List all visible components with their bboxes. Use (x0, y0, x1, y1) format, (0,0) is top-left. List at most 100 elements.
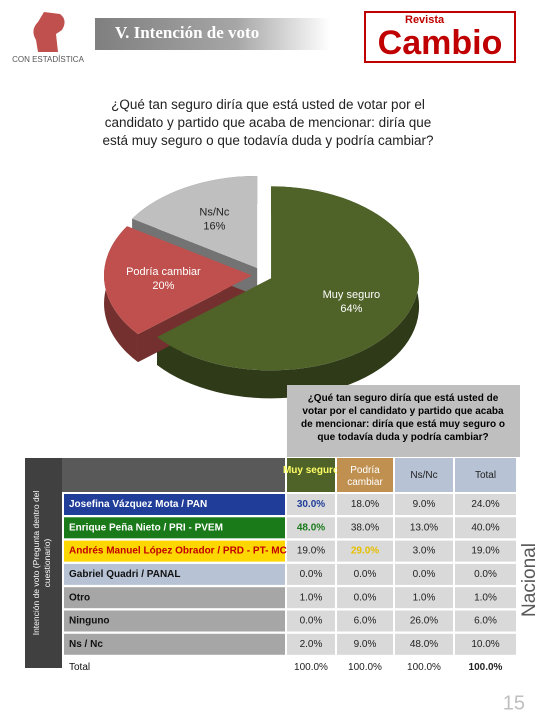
data-cell (455, 540, 516, 562)
slice-label: Muy seguro (323, 289, 380, 301)
cell-value: 40.0% (471, 522, 499, 533)
slice (157, 186, 420, 371)
data-cell (395, 633, 453, 655)
pie-chart: ¿Qué tan seguro diría que está usted de … (103, 97, 434, 399)
row-label: Gabriel Quadri / PANAL (69, 569, 181, 580)
cell-value: 19.0% (297, 546, 325, 557)
data-cell (395, 563, 453, 585)
data-cell (287, 633, 335, 655)
row-label: Enrique Peña Nieto / PRI - PVEM (69, 522, 223, 533)
row-label-cell (64, 633, 285, 655)
scope-label: Nacional (519, 543, 540, 617)
cell-value: 48.0% (297, 522, 325, 533)
row-label-cell (64, 563, 285, 585)
slice-value: 20% (152, 280, 174, 292)
data-cell (395, 494, 453, 515)
row-label-cell (64, 657, 285, 679)
row-label-cell (64, 494, 285, 515)
slice (132, 175, 258, 268)
header-cell (395, 458, 453, 492)
brand-box (364, 11, 516, 63)
cell-value: 10.0% (471, 639, 499, 650)
data-cell (455, 517, 516, 539)
slice (104, 226, 253, 335)
slice-side (157, 186, 420, 399)
data-cell (337, 633, 393, 655)
data-cell (287, 494, 335, 515)
data-cell (455, 610, 516, 632)
cell-value: 18.0% (351, 499, 379, 510)
header-cell (337, 458, 393, 492)
logo-icon (33, 12, 65, 52)
cell-value: 0.0% (354, 592, 377, 603)
cell-value: 100.0% (407, 662, 441, 673)
chart-title: ¿Qué tan seguro diría que está usted de … (103, 97, 434, 148)
data-cell (337, 563, 393, 585)
cell-value: 0.0% (474, 569, 497, 580)
data-cell (395, 540, 453, 562)
cell-value: 100.0% (348, 662, 382, 673)
cell-value: 1.0% (474, 592, 497, 603)
header-cell (455, 458, 516, 492)
row-label: Ns / Nc (69, 639, 103, 650)
data-cell (287, 587, 335, 609)
cell-value: 9.0% (413, 499, 436, 510)
logo-text: CON ESTADÍSTICA (12, 55, 85, 64)
cell-value: 48.0% (410, 639, 438, 650)
data-cell (395, 610, 453, 632)
table: ¿Qué tan seguro diría que está usted de v… (25, 385, 520, 679)
row-label-cell (64, 540, 285, 562)
cell-value: 1.0% (300, 592, 323, 603)
cell-value: 30.0% (297, 499, 325, 510)
cell-value: 1.0% (413, 592, 436, 603)
slice-value: 16% (203, 221, 225, 233)
data-cell (395, 587, 453, 609)
page-title: V. Intención de voto (115, 23, 259, 42)
header-label: Podría cambiar (347, 465, 383, 488)
data-cell (337, 540, 393, 562)
data-cell (287, 540, 335, 562)
data-cell (287, 610, 335, 632)
cell-value: 0.0% (354, 569, 377, 580)
side-label: Intención de voto (Pregunta dentro delcu… (31, 491, 52, 636)
row-label-cell (64, 587, 285, 609)
slice-label: Podría cambiar (126, 266, 201, 278)
side-bar (25, 458, 62, 668)
cell-value: 6.0% (474, 616, 497, 627)
cell-value: 19.0% (471, 546, 499, 557)
cell-value: 13.0% (410, 522, 438, 533)
header-label: Ns/Nc (410, 470, 437, 481)
data-cell (287, 563, 335, 585)
data-cell (455, 494, 516, 515)
cell-value: 29.0% (351, 546, 379, 557)
row-label: Andrés Manuel López Obrador / PRD - PT- … (69, 546, 287, 557)
row-label: Ninguno (69, 616, 110, 627)
cell-value: 3.0% (413, 546, 436, 557)
header-band (62, 458, 285, 492)
cell-value: 100.0% (294, 662, 328, 673)
data-cell (455, 563, 516, 585)
row-label-cell (64, 517, 285, 539)
row-label: Otro (69, 592, 90, 603)
page-number: 15 (503, 692, 525, 714)
row-label-cell (64, 610, 285, 632)
row-label: Total (69, 662, 90, 673)
cell-value: 0.0% (300, 569, 323, 580)
cell-value: 100.0% (469, 662, 503, 673)
data-cell (337, 657, 393, 679)
slice-label: Ns/Nc (199, 207, 229, 219)
data-cell (287, 657, 335, 679)
header-label: Muy seguro (283, 465, 339, 476)
header-cell (287, 458, 335, 492)
cell-value: 0.0% (300, 616, 323, 627)
cell-value: 6.0% (354, 616, 377, 627)
slice-value: 64% (340, 303, 362, 315)
cell-value: 38.0% (351, 522, 379, 533)
cell-value: 2.0% (300, 639, 323, 650)
brand: Cambio (378, 24, 503, 62)
cell-value: 0.0% (413, 569, 436, 580)
data-cell (337, 610, 393, 632)
table-title-box (287, 385, 520, 457)
data-cell (287, 517, 335, 539)
